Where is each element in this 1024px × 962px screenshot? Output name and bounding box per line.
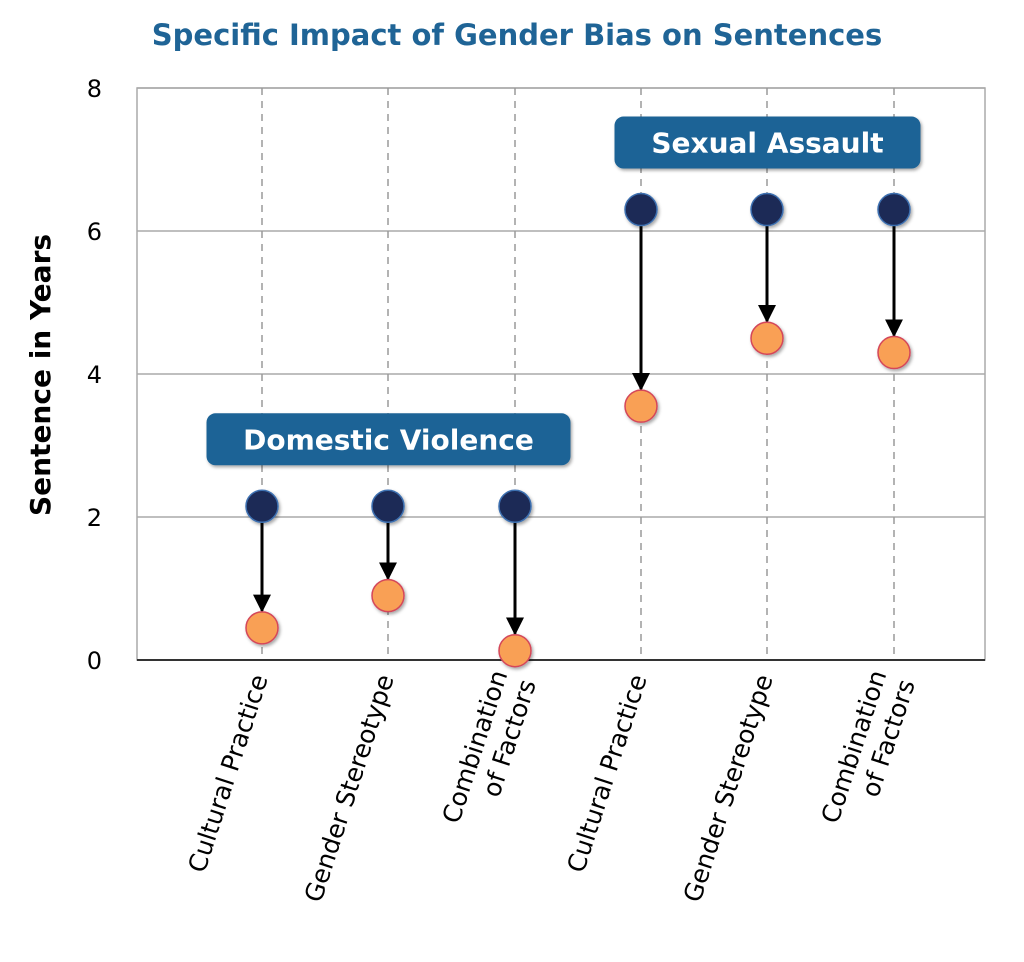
point-after xyxy=(245,611,279,645)
x-tick-label: Combinationof Factors xyxy=(816,667,921,836)
point-before xyxy=(877,192,911,227)
y-tick-label: 0 xyxy=(87,647,102,675)
group-label-box xyxy=(614,116,921,169)
point-after xyxy=(371,578,405,613)
group-label: Sexual Assault xyxy=(651,127,883,160)
y-tick-label: 4 xyxy=(87,361,102,389)
point-before xyxy=(371,489,405,524)
point-after xyxy=(750,321,784,355)
point-after xyxy=(498,633,532,668)
group-label: Domestic Violence xyxy=(243,423,534,456)
point-before xyxy=(245,489,279,524)
point-before xyxy=(750,192,784,227)
group-label-box xyxy=(206,413,571,466)
x-tick-label: Gender Stereotype xyxy=(678,671,779,906)
x-tick-label: Combinationof Factors xyxy=(437,667,542,836)
point-before xyxy=(498,489,532,524)
y-tick-label: 8 xyxy=(87,75,102,103)
chart-title: Specific Impact of Gender Bias on Senten… xyxy=(152,18,882,52)
x-tick-label: Cultural Practice xyxy=(561,671,652,876)
point-after xyxy=(877,335,911,370)
x-tick-label: Cultural Practice xyxy=(182,671,273,876)
x-tick-label: Gender Stereotype xyxy=(299,671,400,906)
point-before xyxy=(624,192,658,227)
point-after xyxy=(624,389,658,423)
y-axis-label: Sentence in Years xyxy=(24,234,57,516)
y-tick-label: 2 xyxy=(87,504,102,532)
y-tick-label: 6 xyxy=(87,218,102,246)
